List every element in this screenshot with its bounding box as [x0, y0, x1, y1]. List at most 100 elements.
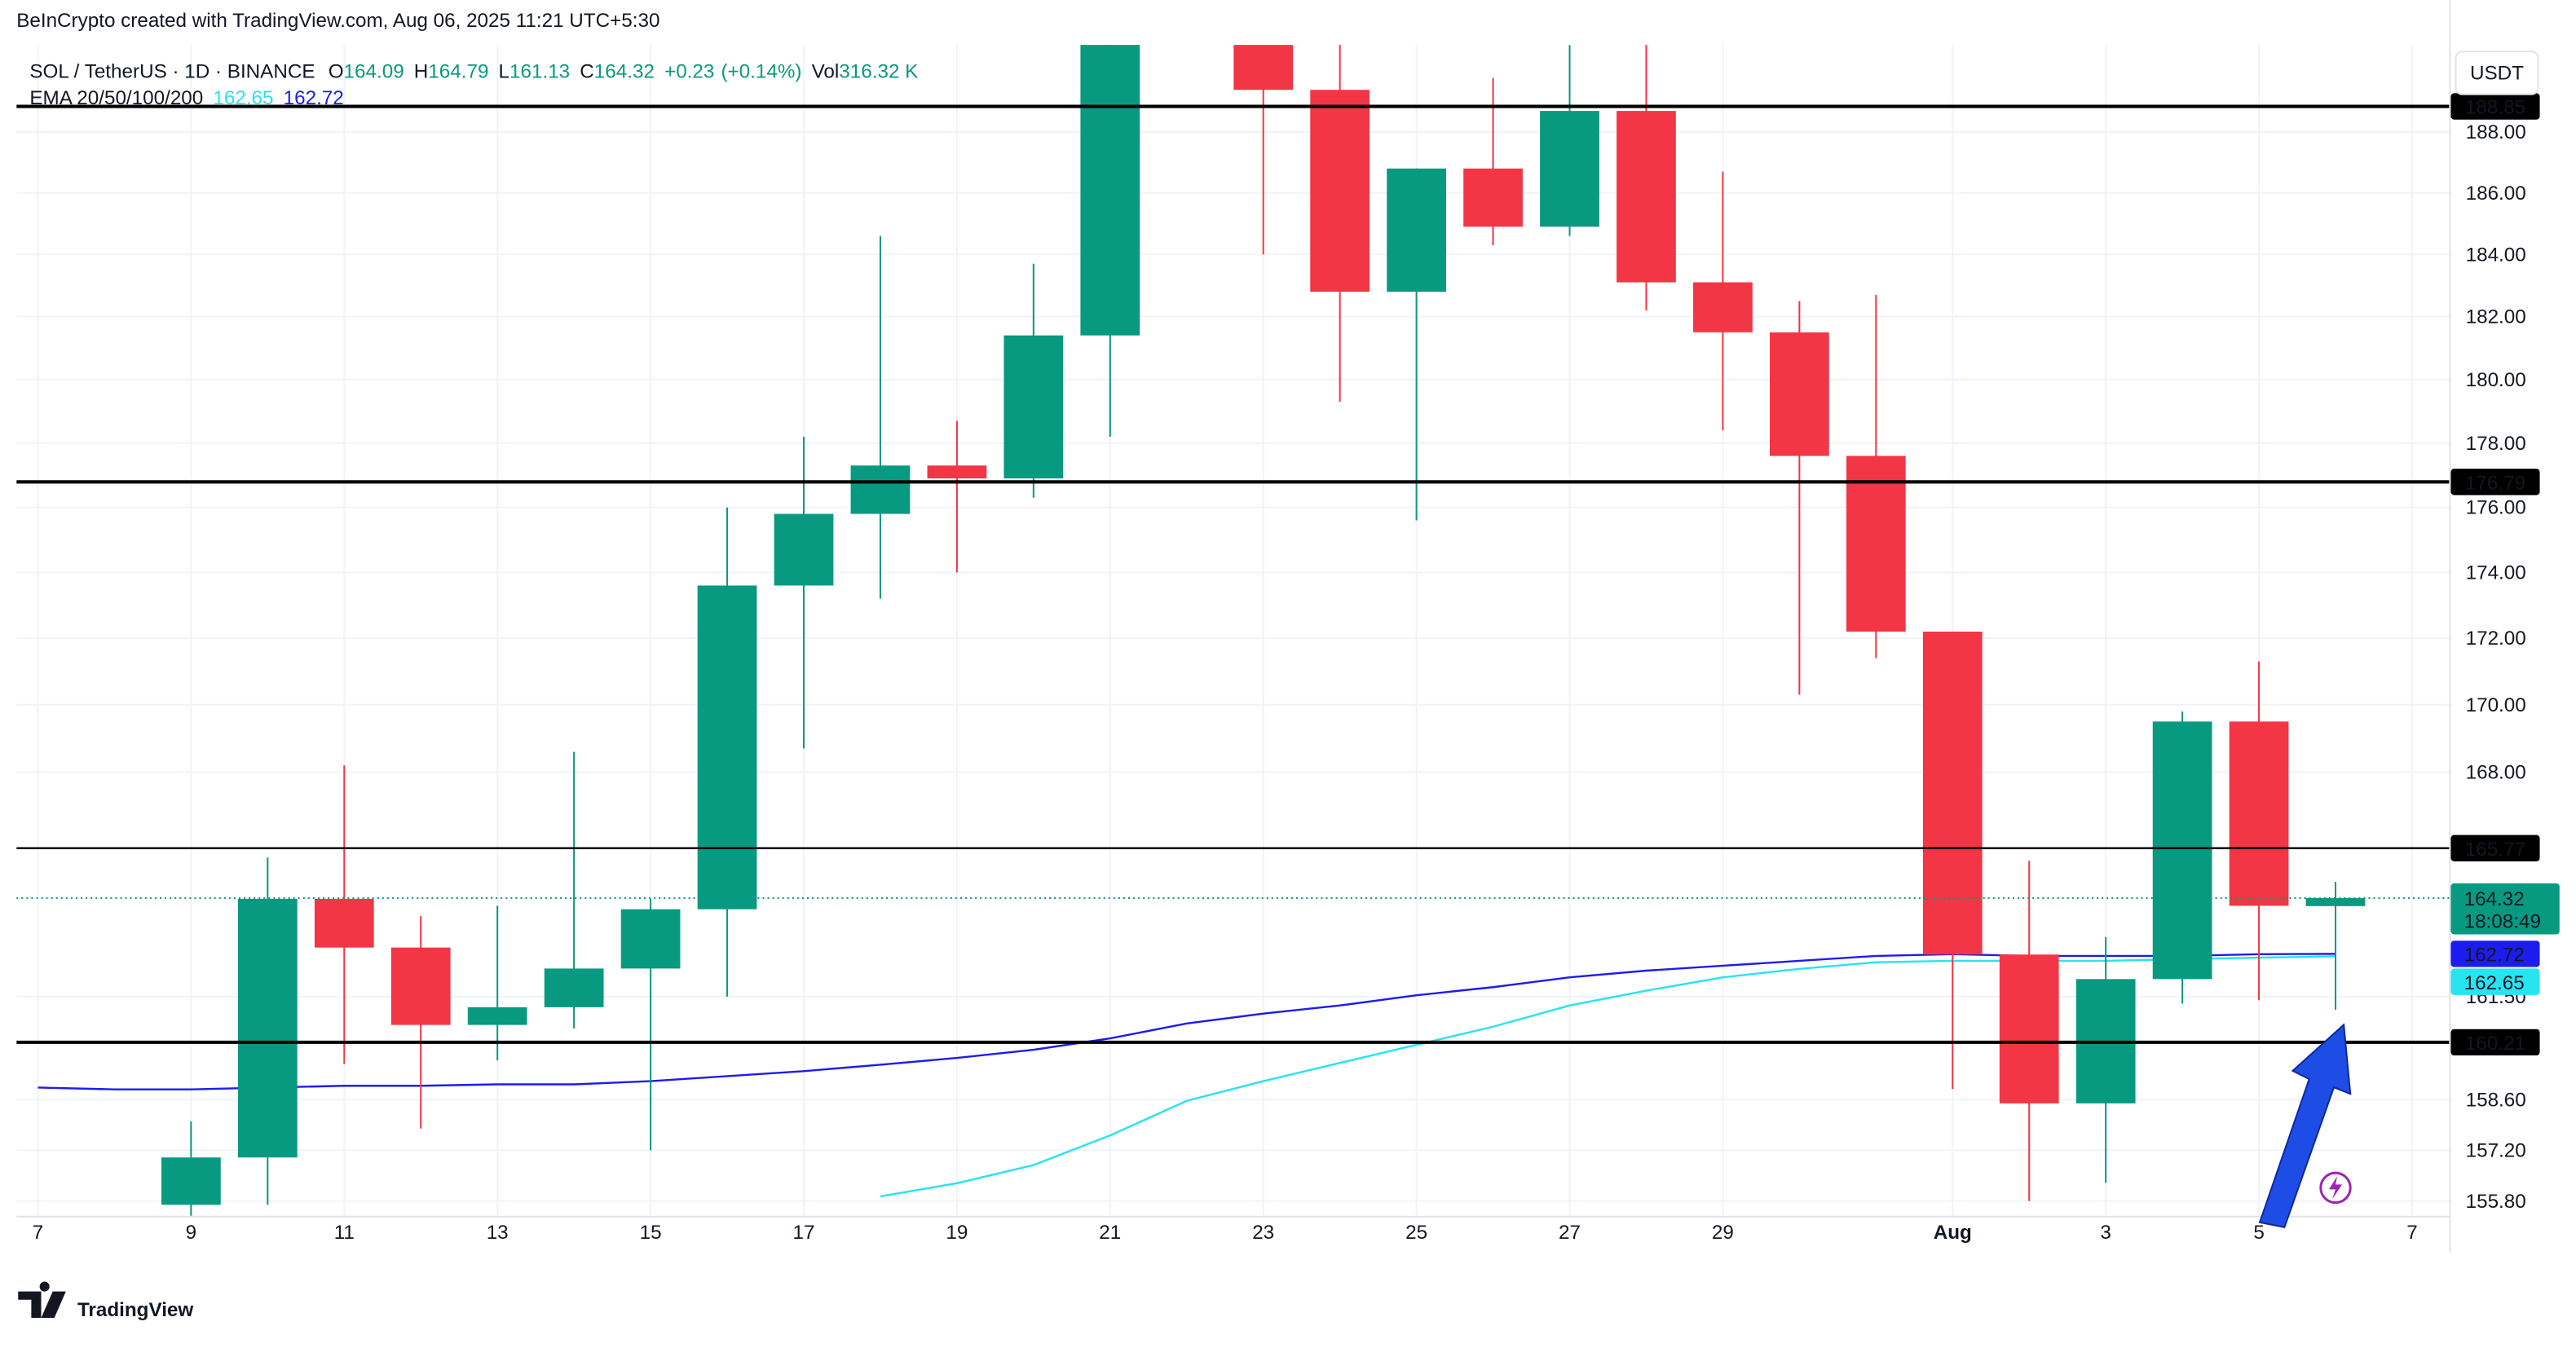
candle-body	[467, 1007, 527, 1025]
y-tick-label: 178.00	[2466, 433, 2526, 455]
x-tick-label: 27	[1559, 1222, 1581, 1244]
candle-body	[1846, 456, 1906, 632]
legend-vol-label: Vol	[812, 61, 840, 83]
legend-field-value: 164.79	[428, 61, 488, 83]
candle-body	[697, 585, 757, 910]
x-tick-label: 5	[2253, 1222, 2264, 1244]
y-tick-label: 176.00	[2466, 497, 2526, 519]
price-tag-label: 164.32	[2464, 888, 2525, 910]
level-tag	[2450, 835, 2540, 861]
level-tag	[2450, 469, 2540, 496]
legend-field-value: 164.32	[594, 61, 655, 83]
ema-tag-label: 162.65	[2464, 972, 2525, 994]
y-tick-label: 186.00	[2466, 183, 2526, 205]
logo	[18, 1281, 66, 1318]
candle-body	[1617, 111, 1676, 283]
ema-legend: EMA 20/50/100/200 162.65 162.72	[29, 87, 343, 109]
candle-body	[774, 513, 834, 586]
x-tick-label: 23	[1252, 1222, 1274, 1244]
y-tick-label: 182.00	[2466, 306, 2526, 328]
candle-body	[1387, 168, 1446, 292]
candle-body	[2229, 721, 2289, 906]
legend: SOL / TetherUS · 1D · BINANCE O164.09 H164…	[29, 61, 918, 83]
legend-field-value: 161.13	[509, 61, 570, 83]
y-tick-label: 172.00	[2466, 628, 2526, 650]
level-tag-label: 160.21	[2465, 1033, 2525, 1055]
legend-field-label: H	[414, 61, 429, 83]
ema-tag	[2450, 968, 2540, 995]
legend-field-value: 164.09	[344, 61, 404, 83]
candle-body	[1463, 168, 1523, 227]
y-tick-label: 170.00	[2466, 694, 2526, 716]
candle-body	[2305, 898, 2366, 906]
candle-body	[620, 909, 681, 969]
y-tick-label: 174.00	[2466, 562, 2526, 584]
candle-body	[544, 968, 604, 1007]
level-tag	[2450, 93, 2540, 120]
candle-body	[237, 898, 298, 1158]
candle-body	[1233, 45, 1294, 90]
candle-body	[1080, 45, 1140, 336]
y-tick-label: 180.00	[2466, 369, 2526, 391]
legend-vol: 316.32 K	[839, 61, 918, 83]
x-tick-label: 25	[1405, 1222, 1427, 1244]
y-tick-label: 188.00	[2466, 121, 2526, 143]
x-tick-label: 11	[334, 1222, 355, 1244]
ema-value: 162.72	[284, 87, 344, 109]
legend-change-pct: (+0.14%)	[721, 61, 801, 83]
candle-body	[1310, 90, 1370, 292]
candle-body	[390, 947, 451, 1025]
candle-body	[927, 465, 987, 478]
currency[interactable]: USDT	[2470, 63, 2524, 85]
y-tick-label: 184.00	[2466, 244, 2526, 266]
candle-body	[1540, 111, 1599, 227]
y-tick-label: 155.80	[2466, 1191, 2526, 1213]
ema-line	[37, 953, 2336, 1090]
brand: TradingView	[77, 1299, 193, 1321]
x-tick-label: 9	[186, 1222, 196, 1244]
x-tick-label: 21	[1099, 1222, 1121, 1244]
x-tick-label: 17	[793, 1222, 815, 1244]
level-tag-label: 188.85	[2465, 97, 2525, 119]
symbol: SOL / TetherUS · 1D · BINANCE	[29, 61, 315, 83]
y-tick-label: 158.60	[2466, 1089, 2526, 1111]
x-tick-label: 3	[2100, 1222, 2111, 1244]
candle-body	[1922, 631, 1983, 955]
arrow	[2258, 1023, 2352, 1229]
y-tick-label: 157.20	[2466, 1139, 2526, 1161]
x-tick-label: 19	[946, 1222, 968, 1244]
header: BeInCrypto created with TradingView.com,…	[16, 10, 659, 32]
event-icon-bolt	[2328, 1176, 2343, 1200]
legend-field-label: O	[329, 61, 344, 83]
level-tag	[2450, 1029, 2540, 1056]
countdown: 18:08:49	[2464, 910, 2541, 932]
x-tick-label: 7	[2406, 1222, 2417, 1244]
x-tick-label: 7	[33, 1222, 43, 1244]
candle-body	[2152, 721, 2212, 980]
ema-label: EMA 20/50/100/200	[29, 87, 203, 109]
x-tick-label: 13	[487, 1222, 509, 1244]
candle-body	[1769, 332, 1829, 456]
y-tick-label: 168.00	[2466, 761, 2526, 783]
candle-body	[1003, 335, 1064, 478]
candle-body	[314, 898, 374, 948]
x-tick-label: 15	[640, 1222, 662, 1244]
x-tick-label: Aug	[1934, 1222, 1972, 1244]
legend-change: +0.23	[664, 61, 714, 83]
candle-body	[1693, 282, 1753, 333]
x-tick-label: 29	[1712, 1222, 1734, 1244]
level-tag-label: 165.77	[2465, 839, 2525, 861]
ema-tag	[2450, 941, 2540, 967]
candle-body	[850, 465, 911, 514]
candle-body	[161, 1157, 221, 1205]
currency-box[interactable]	[2455, 51, 2539, 95]
candle-body	[1999, 954, 2059, 1104]
plot	[16, 45, 2450, 1216]
legend-field-label: C	[580, 61, 594, 83]
price-tag	[2450, 883, 2560, 935]
legend-field-label: L	[499, 61, 509, 83]
level-tag-label: 176.79	[2465, 472, 2525, 494]
axes: 188.00 186.00 184.00 182.00 180.00 178.00 176.…	[33, 93, 2560, 1244]
